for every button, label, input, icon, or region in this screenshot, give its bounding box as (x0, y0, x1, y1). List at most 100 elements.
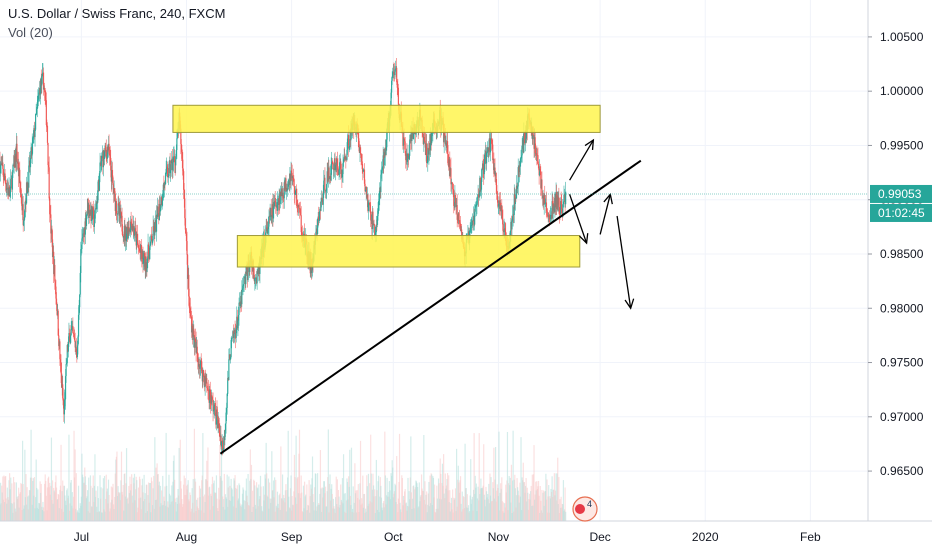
candle-body (201, 361, 203, 374)
candle-body (226, 393, 228, 408)
candle-body (194, 338, 196, 348)
candle-body (368, 202, 371, 205)
volume-bar (247, 473, 249, 521)
candle-body (168, 163, 170, 177)
volume-bar (376, 490, 378, 521)
candle-body (140, 244, 142, 254)
volume-bar (354, 463, 356, 521)
candle-body (96, 201, 98, 210)
volume-bar (466, 494, 468, 521)
candle-body (378, 199, 380, 202)
candle-body (180, 128, 182, 145)
candle-body (150, 235, 153, 240)
candle-body (495, 172, 497, 186)
volume-bar (275, 479, 277, 521)
candle-body (369, 204, 371, 212)
volume-bar (543, 490, 545, 521)
candle-body (523, 132, 526, 134)
candle-body (151, 240, 154, 244)
drawings[interactable] (219, 138, 642, 455)
candle-body (154, 222, 156, 236)
volume-bar (149, 482, 151, 521)
candle-body (404, 139, 406, 142)
candle-body (19, 169, 21, 183)
volume-bar (324, 486, 327, 521)
volume-bar (464, 443, 466, 521)
volume-bar (133, 473, 136, 521)
candle-body (185, 233, 188, 242)
candle-body (109, 155, 111, 158)
candle-body (92, 208, 94, 211)
candle-body (210, 395, 212, 404)
y-tick-label: 0.97000 (880, 410, 924, 424)
volume-bar (343, 493, 345, 521)
volume-bar (448, 475, 450, 521)
candle-body (342, 162, 344, 175)
volume-bar (327, 429, 329, 521)
candle-body (531, 127, 533, 140)
price-label: 0.99053 (878, 187, 922, 201)
candle-body (459, 223, 462, 231)
candle-body (512, 214, 514, 217)
candle-body (64, 376, 67, 400)
candle-body (350, 130, 352, 141)
candle-body (381, 169, 383, 171)
arrow (569, 194, 589, 245)
volume-bar (349, 449, 351, 521)
volume-bar (562, 480, 565, 521)
zones[interactable] (172, 104, 601, 268)
candle-body (116, 213, 118, 215)
candle-body (480, 177, 483, 190)
candle-body (206, 378, 208, 388)
volume-bar (254, 485, 256, 521)
support-zone (236, 235, 581, 268)
arrow (616, 215, 635, 310)
candle-body (452, 184, 454, 191)
candle-body (2, 168, 4, 177)
volume-bar (410, 436, 412, 521)
candle-body (46, 125, 49, 143)
candle-body (0, 164, 2, 174)
arrow-shaft (599, 194, 611, 235)
candle-body (374, 224, 376, 236)
volume-bar (316, 473, 319, 521)
candle-body (68, 333, 71, 335)
candle-body (20, 194, 23, 204)
candle-body (81, 238, 83, 250)
volume-bar (302, 485, 305, 521)
volume-bar (370, 473, 372, 521)
candle-body (359, 147, 362, 155)
candle-body (267, 226, 270, 230)
volume-bar (95, 490, 97, 521)
candle-body (60, 373, 63, 388)
candle-body (235, 328, 237, 338)
watermark-flag-icon (575, 504, 585, 514)
candle-body (44, 87, 46, 93)
volume-bar (331, 493, 333, 521)
volume-bar (112, 483, 114, 521)
candle-body (75, 347, 77, 355)
candle-body (5, 179, 7, 185)
volume-bar (454, 488, 457, 521)
volume-bar (306, 484, 308, 521)
volume-bar (362, 475, 364, 521)
candle-body (51, 228, 53, 240)
candle-body (403, 137, 405, 140)
volume-bar (367, 473, 370, 521)
volume-bar (45, 495, 47, 521)
candle-body (245, 267, 247, 275)
candle-body (377, 211, 379, 217)
candle-body (470, 225, 472, 229)
candle-body (365, 189, 367, 192)
y-tick-label: 1.00500 (880, 30, 924, 44)
candle-body (299, 208, 301, 213)
candle-body (200, 360, 202, 362)
candle-body (363, 169, 366, 184)
volume-bar (320, 488, 322, 521)
candle-body (385, 139, 388, 151)
candle-body (491, 143, 493, 145)
candle-body (231, 337, 233, 339)
volume-bar (74, 449, 76, 521)
